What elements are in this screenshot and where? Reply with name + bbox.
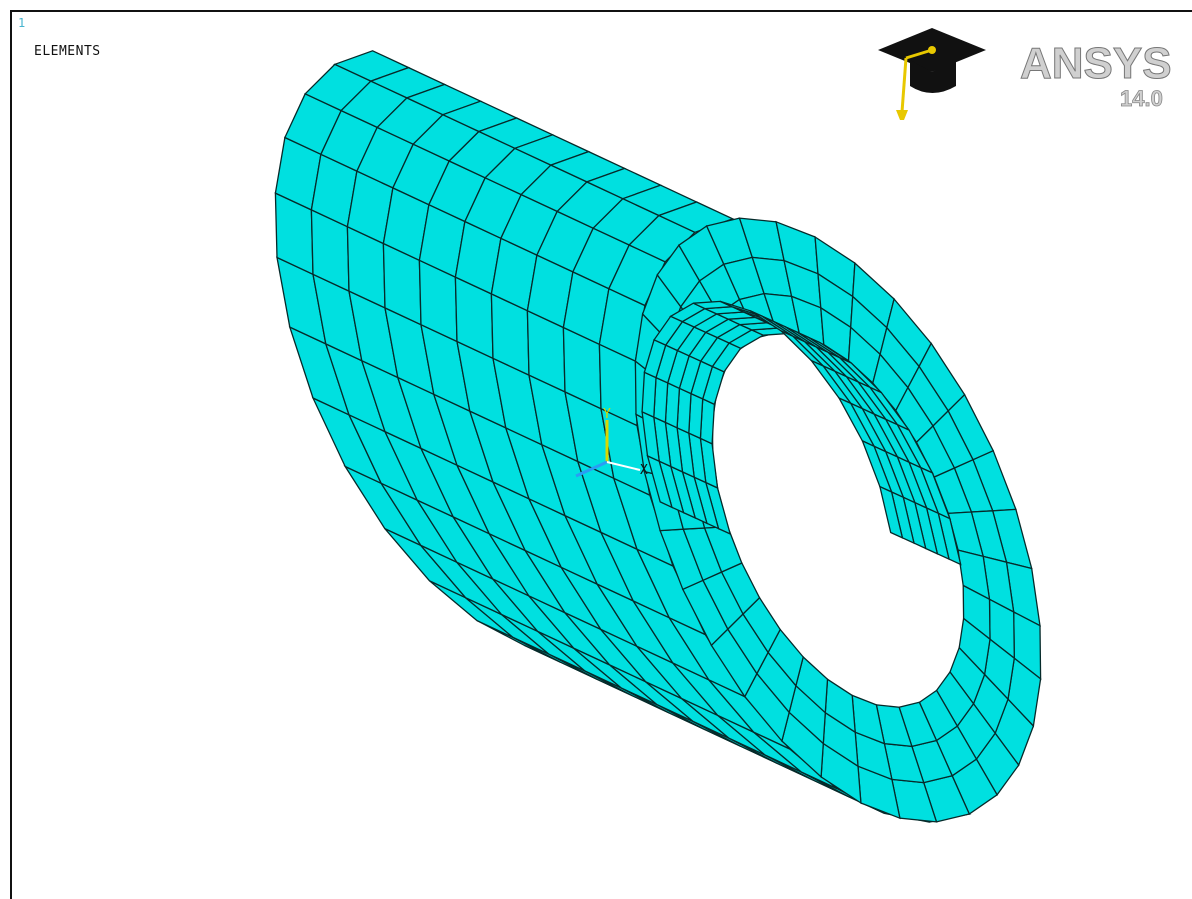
mesh-element xyxy=(641,371,657,419)
triad-y-label: Y xyxy=(603,407,611,422)
graphics-viewport[interactable] xyxy=(10,10,1192,899)
mesh-faces xyxy=(274,50,1042,823)
coordinate-triad: Y X xyxy=(575,407,648,478)
graduation-cap-icon xyxy=(878,28,986,120)
ansys-logo: ANSYS 14.0 xyxy=(878,28,1172,120)
logo-brand: ANSYS xyxy=(1020,39,1172,88)
triad-x-label: X xyxy=(640,463,648,478)
triad-z-axis xyxy=(575,460,608,478)
plot-label: ELEMENTS xyxy=(34,44,101,59)
triad-x-axis xyxy=(606,461,641,471)
window-number: 1 xyxy=(18,16,26,30)
mesh-element xyxy=(878,485,904,539)
logo-version: 14.0 xyxy=(1120,86,1163,111)
